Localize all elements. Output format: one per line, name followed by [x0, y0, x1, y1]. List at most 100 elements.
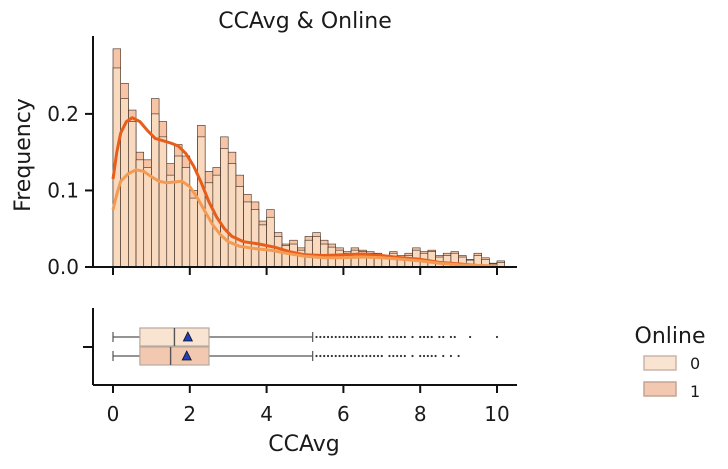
outlier-1-9: [349, 354, 353, 358]
outlier-1-28: [434, 354, 437, 358]
outlier-0-2: [323, 335, 326, 339]
y-tick-label-2: 0.2: [47, 102, 79, 126]
hist-bar-0-3: [135, 159, 145, 268]
outlier-0-8: [346, 335, 349, 339]
y-tick-label-1: 0.1: [47, 178, 79, 202]
mean-marker-0: [182, 331, 194, 342]
outlier-0-20: [396, 335, 399, 339]
y-axis-label: Frequency: [11, 98, 36, 212]
outlier-1-17: [380, 354, 383, 358]
outlier-0-0: [315, 335, 318, 339]
outlier-0-22: [403, 335, 406, 339]
kde-line-1: [111, 116, 498, 268]
outlier-0-30: [449, 335, 453, 339]
outlier-1-31: [457, 354, 460, 358]
outlier-1-22: [403, 354, 406, 358]
outlier-0-4: [330, 335, 333, 339]
legend-label-1: 1: [690, 382, 700, 401]
outlier-0-13: [365, 335, 368, 339]
outlier-1-6: [338, 354, 341, 358]
kde-line-0: [111, 168, 498, 268]
x-tick-label-3: 6: [337, 402, 350, 426]
outlier-1-0: [315, 354, 318, 358]
outlier-1-2: [323, 354, 326, 358]
outlier-0-32: [469, 335, 472, 339]
legend-swatch-0: [643, 355, 677, 371]
hist-bar-0-4: [143, 167, 152, 268]
outlier-0-15: [373, 335, 376, 339]
outlier-0-23: [411, 335, 414, 339]
outlier-0-28: [438, 335, 441, 339]
outlier-1-29: [442, 354, 445, 358]
outlier-0-24: [419, 335, 422, 339]
box-1: [139, 346, 210, 366]
hist-bar-0-17: [243, 201, 252, 268]
outlier-1-23: [411, 354, 414, 358]
legend-swatch-1: [643, 381, 677, 397]
outlier-1-13: [365, 354, 368, 358]
outlier-1-14: [369, 354, 372, 358]
outlier-0-6: [338, 335, 341, 339]
outlier-0-11: [357, 335, 360, 339]
outlier-1-19: [392, 354, 395, 358]
outlier-0-14: [369, 335, 372, 339]
outlier-1-15: [373, 354, 376, 358]
hist-bar-0-15: [227, 163, 237, 268]
histogram-axes: 0.0 0.1 0.2: [47, 36, 517, 279]
outlier-0-5: [334, 335, 337, 339]
boxplot-axes: 0 2 4 6 8 10: [83, 308, 517, 426]
kde-curves: [111, 116, 498, 268]
outlier-1-21: [399, 354, 403, 358]
legend-label-0: 0: [690, 354, 700, 373]
outlier-1-25: [422, 354, 426, 358]
x-axis-label: CCAvg: [268, 432, 339, 457]
outlier-0-29: [442, 335, 445, 339]
outlier-1-4: [330, 354, 333, 358]
x-tick-label-0: 0: [107, 402, 120, 426]
outlier-0-16: [376, 335, 380, 339]
outlier-0-33: [495, 335, 499, 339]
hist-bar-0-14: [220, 148, 229, 268]
outlier-0-27: [430, 335, 433, 339]
chart-title: CCAvg & Online: [218, 9, 392, 34]
outlier-1-5: [334, 354, 337, 358]
outlier-0-3: [326, 335, 330, 339]
outlier-0-31: [453, 335, 456, 339]
outlier-0-21: [399, 335, 403, 339]
outlier-1-3: [326, 354, 330, 358]
hist-bar-0-26: [312, 236, 321, 268]
hist-bar-0-16: [235, 186, 244, 268]
hist-bar-0-20: [266, 216, 275, 268]
histogram: [112, 48, 505, 268]
outlier-1-24: [419, 354, 422, 358]
outlier-1-11: [357, 354, 360, 358]
outlier-1-18: [388, 354, 391, 358]
mean-marker-1: [181, 350, 192, 361]
outlier-1-30: [449, 354, 453, 358]
legend-title: Online: [635, 324, 706, 349]
outlier-0-17: [380, 335, 383, 339]
x-tick-label-4: 8: [414, 402, 427, 426]
x-tick-label-5: 10: [484, 402, 509, 426]
outlier-0-10: [353, 335, 357, 339]
outlier-1-8: [346, 354, 349, 358]
outlier-0-26: [426, 335, 429, 339]
hist-bar-0-10: [189, 197, 198, 268]
outlier-1-16: [376, 354, 380, 358]
outlier-1-27: [430, 354, 433, 358]
outlier-0-18: [388, 335, 391, 339]
x-tick-label-1: 2: [183, 402, 196, 426]
outlier-0-7: [342, 335, 345, 339]
x-tick-label-2: 4: [260, 402, 273, 426]
outlier-0-25: [422, 335, 426, 339]
hist-bar-0-7: [166, 174, 175, 268]
outlier-1-1: [319, 354, 322, 358]
outlier-1-10: [353, 354, 357, 358]
outlier-1-20: [396, 354, 399, 358]
hist-bar-0-2: [128, 121, 137, 268]
boxplot: [112, 327, 499, 366]
outlier-0-12: [361, 335, 364, 339]
outlier-0-9: [349, 335, 353, 339]
hist-bar-0-18: [250, 209, 260, 268]
